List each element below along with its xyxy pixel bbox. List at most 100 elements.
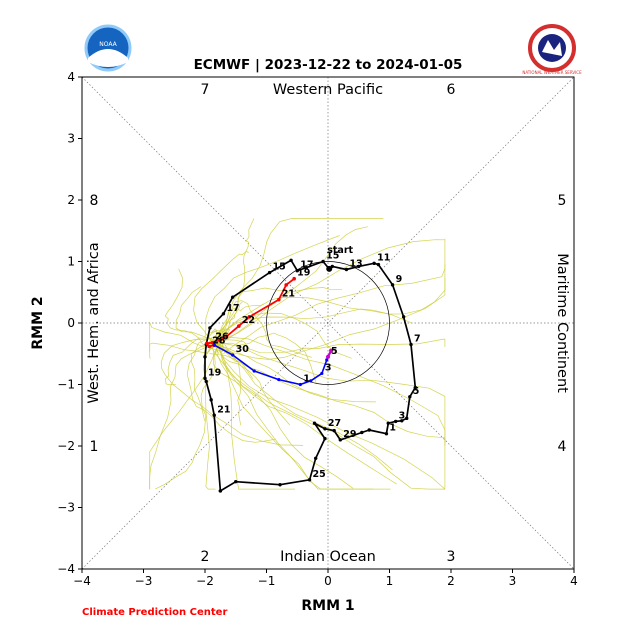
- y-tick-label: −2: [57, 439, 75, 453]
- observed-line-point: [295, 269, 299, 273]
- forecast-dec-line-point: [247, 315, 252, 319]
- forecast-jan-line-point: [298, 382, 302, 387]
- day-label: 5: [331, 346, 338, 357]
- label-layer: 1 2 3 4 5 6 7 8 Western Pacific Indian Ocean West.…: [86, 82, 570, 565]
- day-label: 30: [236, 344, 250, 355]
- forecast-dec-line-point: [210, 340, 215, 345]
- ensemble-member-line: [186, 337, 276, 443]
- y-tick-label: −3: [57, 501, 75, 515]
- day-label: 17: [300, 260, 313, 271]
- region-label-left: West. Hem. and Africa: [86, 242, 102, 403]
- ensemble-member-line: [210, 346, 445, 490]
- forecast-dec-line-point: [284, 283, 288, 287]
- ensemble-member-line: [193, 251, 249, 355]
- forecast-dec-line-point: [207, 344, 212, 349]
- observed-line-point: [360, 430, 364, 435]
- observed-line-point: [357, 264, 361, 269]
- x-tick-label: 4: [570, 574, 578, 588]
- forecast-jan-line: [213, 344, 329, 386]
- start-marker: [326, 265, 333, 272]
- x-tick-label: 0: [324, 574, 332, 588]
- observed-line-point: [218, 489, 223, 493]
- ensemble-member-line: [208, 277, 446, 360]
- forecast-end-line-point: [329, 348, 334, 353]
- ensemble-member-line: [220, 341, 295, 490]
- phase-guides: [81, 76, 575, 570]
- ensemble-member-line: [149, 340, 223, 490]
- forecast-jan-line-point: [212, 343, 216, 347]
- day-label: 1: [303, 374, 310, 385]
- ensemble-member-line: [208, 218, 255, 353]
- observed-line-point: [393, 419, 398, 424]
- series-layer: [203, 258, 418, 493]
- forecast-jan-line-point: [277, 377, 281, 382]
- observed-line-point: [323, 436, 327, 441]
- ensemble-member-line: [223, 263, 446, 354]
- y-axis-label: RMM 2: [30, 296, 46, 349]
- observed-line-point: [384, 432, 389, 436]
- x-tick-label: −2: [196, 574, 214, 588]
- chart-title: ECMWF | 2023-12-22 to 2024-01-05: [194, 57, 463, 73]
- day-label: 25: [313, 469, 326, 480]
- observed-line-point: [408, 395, 412, 399]
- phase-label: 7: [201, 82, 210, 98]
- ensemble-member-line: [216, 337, 446, 490]
- ensemble-member-line: [222, 218, 384, 352]
- observed-line-point: [372, 261, 376, 266]
- observed-line-point: [208, 326, 212, 330]
- ensemble-member-line: [212, 301, 243, 345]
- ensemble-member-line: [223, 349, 393, 471]
- x-axis-label: RMM 1: [301, 598, 354, 614]
- phase-label: 8: [90, 193, 99, 209]
- day-label: 28: [212, 335, 226, 346]
- forecast-jan-line-point: [320, 371, 324, 376]
- phase-label: 4: [558, 439, 567, 455]
- noaa-logo-bird: [88, 49, 128, 67]
- ensemble-member-line: [202, 344, 216, 490]
- noaa-logo-text: NOAA: [99, 41, 117, 48]
- y-tick-label: −4: [57, 562, 75, 576]
- observed-line-point: [321, 259, 325, 264]
- observed-line-point: [209, 398, 213, 402]
- forecast-dec-line-point: [205, 341, 209, 346]
- noaa-logo: NOAA: [84, 24, 132, 72]
- observed-line-point: [413, 385, 418, 390]
- ensemble-member-line: [217, 346, 446, 490]
- day-label: 17: [226, 303, 239, 314]
- forecast-jan-line-point: [309, 379, 313, 383]
- plot-frame: −4 −3 −2 −1 0 1 2 3 4 −4 −3 −2 −1 0 1 2 3 4: [57, 70, 578, 588]
- ensemble-member-line: [211, 342, 397, 485]
- region-label-top: Western Pacific: [273, 82, 383, 98]
- ensemble-member-line: [219, 344, 238, 363]
- observed-line-point: [307, 478, 312, 482]
- ensemble-member-line: [210, 341, 446, 446]
- nws-logo: NATIONAL WEATHER SERVICE: [522, 24, 582, 75]
- nws-logo-bolt: [542, 40, 562, 56]
- ensemble-member-line: [155, 344, 219, 490]
- observed-line-point: [390, 283, 395, 287]
- forecast-dec-line-point: [224, 334, 229, 339]
- day-label: 21: [217, 404, 230, 415]
- observed-line-point: [230, 295, 235, 299]
- x-tick-label: 1: [386, 574, 394, 588]
- forecast-dec-line-point: [292, 276, 296, 281]
- day-label: 19: [297, 268, 310, 279]
- region-label-bottom: Indian Ocean: [280, 549, 376, 565]
- forecast-dec-line-point: [218, 338, 223, 343]
- unit-circle: [266, 261, 390, 385]
- forecast-jan-line-point: [252, 369, 256, 373]
- y-tick-label: 1: [67, 255, 75, 269]
- observed-line-point: [278, 483, 282, 487]
- phase-label: 1: [90, 439, 99, 455]
- observed-line-point: [289, 258, 293, 262]
- ensemble-member-line: [209, 353, 446, 443]
- ensemble-members: [149, 218, 446, 490]
- nws-logo-text: NATIONAL WEATHER SERVICE: [522, 70, 582, 75]
- day-label: 13: [349, 258, 362, 269]
- ensemble-member-line: [218, 336, 354, 489]
- y-tick-label: 0: [67, 316, 75, 330]
- day-label: 3: [325, 362, 332, 373]
- ensemble-member-line: [165, 337, 207, 386]
- observed-line-point: [312, 421, 317, 425]
